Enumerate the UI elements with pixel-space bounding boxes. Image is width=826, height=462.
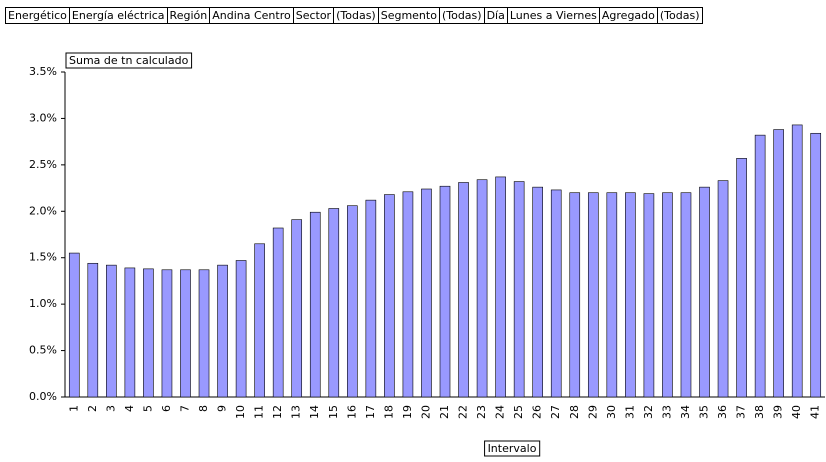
bar [754,134,766,398]
bar [717,180,729,398]
y-tick-label: 2.0% [29,204,57,217]
bar [810,132,822,398]
bar [569,192,581,398]
bar [87,262,99,398]
x-tick-label: 32 [642,405,655,419]
y-tick-label: 0.5% [29,344,57,357]
x-tick-label: 28 [568,405,581,419]
x-tick-label: 9 [216,405,229,412]
x-tick-label: 14 [308,405,321,419]
x-axis-title: Intervalo [488,442,537,455]
bar [272,227,284,398]
x-tick-label: 41 [809,405,822,419]
x-tick-label: 6 [160,405,173,412]
bar [68,252,80,398]
x-tick-label: 40 [790,405,803,419]
x-tick-label: 37 [735,405,748,419]
bar [625,192,636,398]
bar [606,192,618,398]
bar [309,211,321,398]
y-tick-label: 2.5% [29,158,57,171]
x-tick-label: 10 [234,405,247,419]
bar [736,158,747,398]
filter-row: Energético Energía eléctrica Región Andina … [5,7,703,24]
x-tick-label: 17 [364,405,377,419]
x-tick-label: 33 [660,405,673,419]
bar [791,124,803,398]
x-tick-label: 1 [67,405,80,412]
legend-entry: Suma de tn calculado [69,54,189,67]
x-tick-label: 24 [494,405,507,419]
x-tick-label: 29 [586,405,599,419]
x-tick-label: 7 [178,405,191,412]
x-tick-label: 26 [531,405,544,419]
bar [495,176,506,398]
bar [699,186,710,398]
bar [550,189,562,398]
x-tick-label: 13 [290,405,303,419]
y-tick-label: 3.0% [29,111,57,124]
x-tick-label: 30 [605,405,618,419]
bar [328,208,340,398]
y-tick-label: 0.0% [29,390,57,403]
bar [662,192,673,398]
x-tick-label: 16 [345,405,358,419]
x-tick-label: 8 [197,405,210,412]
x-tick-label: 25 [512,405,525,419]
x-tick-label: 34 [679,405,692,419]
x-tick-label: 39 [772,405,785,419]
x-tick-label: 4 [123,405,136,412]
bar [347,205,358,398]
x-tick-label: 35 [698,405,711,419]
x-tick-label: 19 [401,405,414,419]
x-tick-label: 31 [623,405,636,419]
bar [161,269,173,398]
bar [384,194,395,398]
bar [365,199,377,398]
x-tick-label: 18 [382,405,395,419]
bar [421,188,432,398]
x-tick-label: 3 [104,405,117,412]
x-tick-label: 5 [141,405,154,412]
bar [773,129,784,398]
bar [458,182,469,398]
bar [143,268,154,398]
bar [680,192,692,398]
x-tick-label: 36 [716,405,729,419]
x-tick-label: 20 [419,405,432,419]
x-tick-label: 11 [253,405,266,419]
y-tick-label: 1.0% [29,297,57,310]
x-tick-label: 23 [475,405,488,419]
bar [198,269,210,398]
x-tick-label: 27 [549,405,562,419]
y-tick-label: 1.5% [29,251,57,264]
x-axis-title-box [484,440,541,457]
x-tick-label: 22 [457,405,470,419]
bar [254,243,265,398]
bar [476,179,488,398]
bar [439,185,451,398]
x-tick-label: 12 [271,405,284,419]
y-tick-label: 3.5% [29,65,57,78]
x-tick-label: 38 [753,405,766,419]
bar [513,181,525,398]
bar [235,260,247,398]
x-tick-label: 2 [86,405,99,412]
bar [180,269,191,398]
bar [402,191,414,398]
bar [532,186,543,398]
filter-value[interactable]: (Todas) [656,7,703,24]
bar [124,267,136,398]
bar [587,192,599,398]
bar [106,264,117,398]
x-tick-label: 21 [438,405,451,419]
x-tick-label: 15 [327,405,340,419]
bar [217,264,228,398]
legend-entry-box [65,52,193,69]
bar [643,193,655,398]
bar [291,219,303,398]
